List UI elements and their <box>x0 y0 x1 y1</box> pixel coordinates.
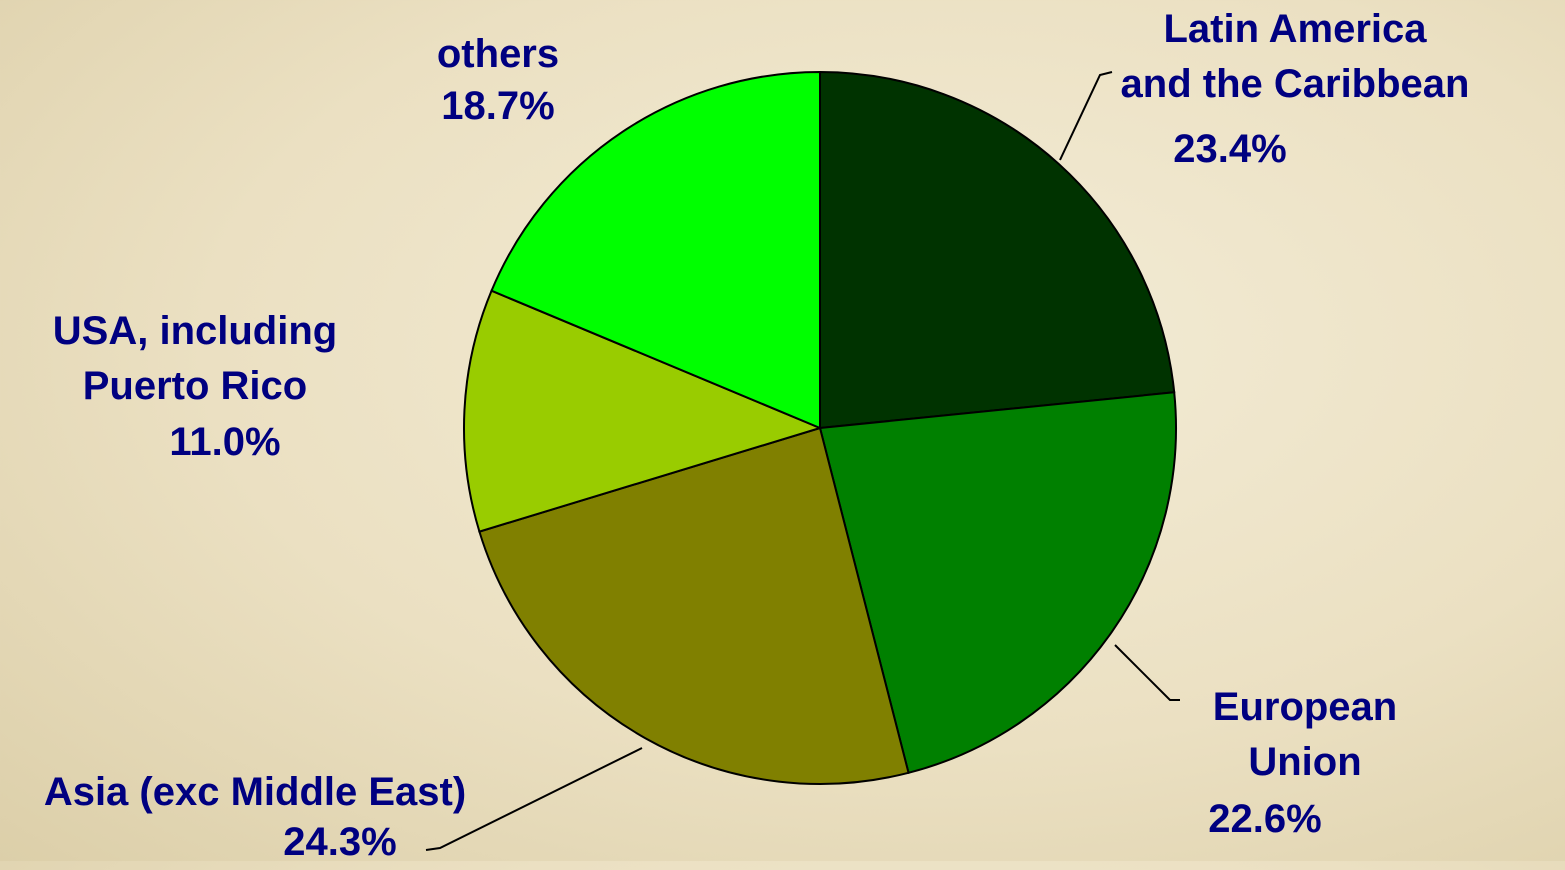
pie-slice <box>463 289 823 533</box>
slice-label: European Union <box>1212 685 1398 784</box>
leader-line <box>1059 71 1113 161</box>
value-label: 11.0% <box>169 420 281 464</box>
value-label: 24.3% <box>283 820 397 864</box>
slice-label: Asia (exc Middle East) <box>43 770 467 814</box>
pie-slice <box>818 391 1177 775</box>
value-label: 22.6% <box>1208 797 1322 841</box>
leader-line <box>425 747 643 851</box>
value-label: 23.4% <box>1173 127 1287 171</box>
slice-label: others <box>436 32 560 76</box>
leader-line <box>1114 644 1180 701</box>
slice-label: USA, including Puerto Rico <box>52 309 338 408</box>
pie-slice <box>819 70 1176 430</box>
value-label: 18.7% <box>441 84 555 128</box>
pie-slice <box>490 70 821 430</box>
pie-slice <box>478 426 910 785</box>
slice-label: Latin America and the Caribbean <box>1120 7 1470 106</box>
